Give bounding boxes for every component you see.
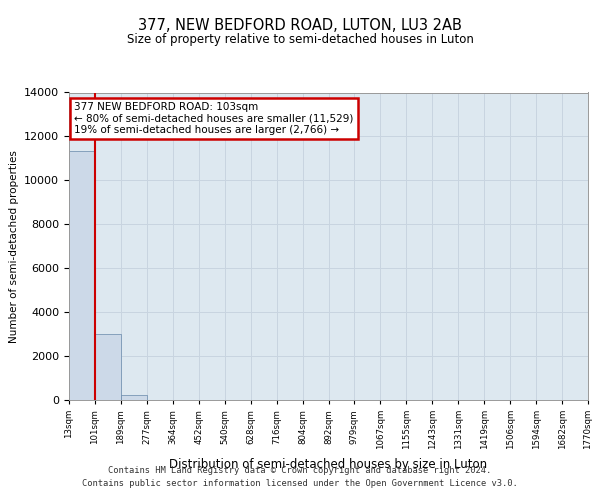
Text: 377 NEW BEDFORD ROAD: 103sqm
← 80% of semi-detached houses are smaller (11,529)
: 377 NEW BEDFORD ROAD: 103sqm ← 80% of se…: [74, 102, 353, 135]
Text: Contains HM Land Registry data © Crown copyright and database right 2024.
Contai: Contains HM Land Registry data © Crown c…: [82, 466, 518, 487]
Bar: [121, 395, 147, 400]
Y-axis label: Number of semi-detached properties: Number of semi-detached properties: [8, 150, 19, 342]
Text: 377, NEW BEDFORD ROAD, LUTON, LU3 2AB: 377, NEW BEDFORD ROAD, LUTON, LU3 2AB: [138, 18, 462, 32]
Text: Size of property relative to semi-detached houses in Luton: Size of property relative to semi-detach…: [127, 32, 473, 46]
X-axis label: Distribution of semi-detached houses by size in Luton: Distribution of semi-detached houses by …: [169, 458, 488, 470]
Bar: [95, 334, 121, 400]
Bar: [69, 150, 95, 400]
